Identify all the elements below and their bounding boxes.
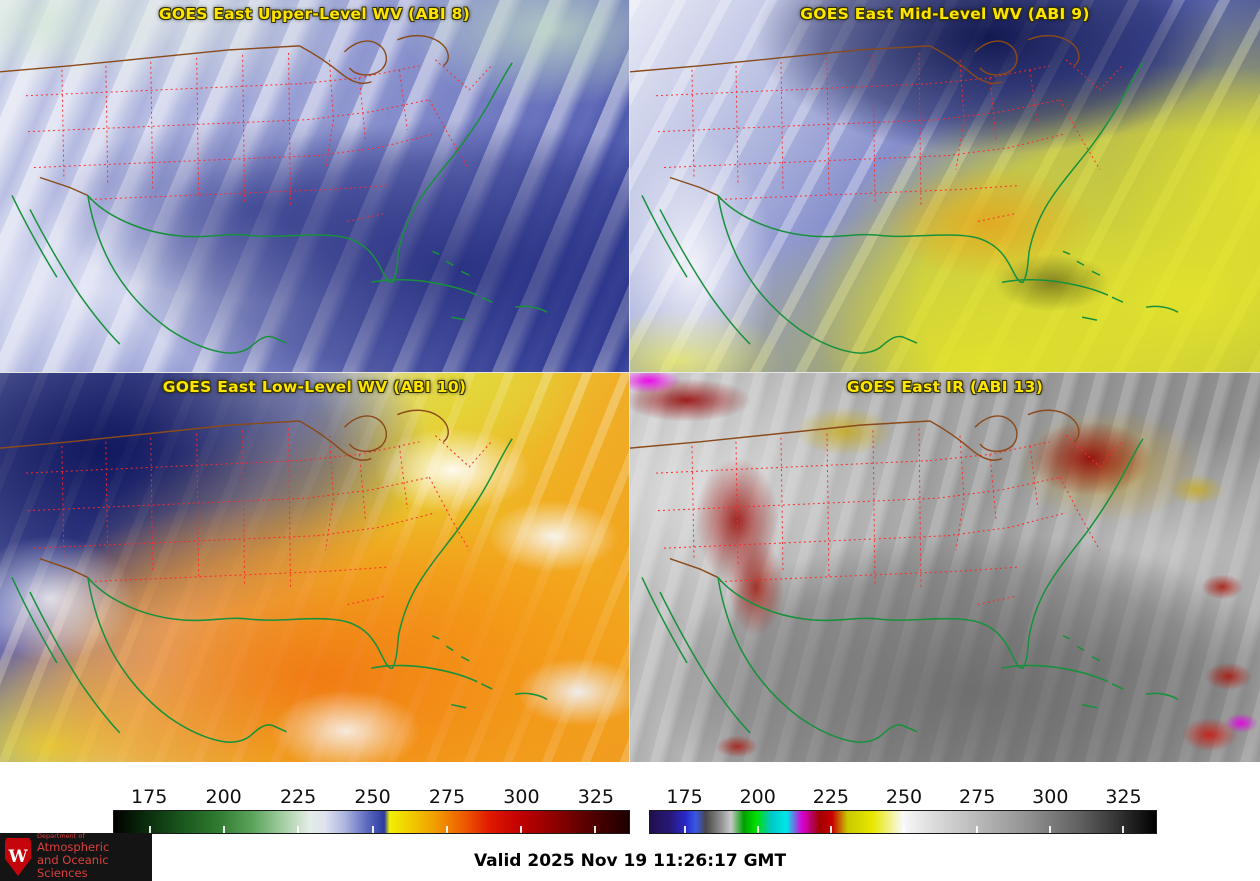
colorbar-tick-mark	[594, 826, 596, 833]
colorbar-tick-mark	[149, 826, 152, 833]
colorbar-tick-label: 275	[959, 786, 996, 808]
colorbar-tick-label: 225	[812, 786, 849, 808]
colorbar-tick-label: 250	[885, 786, 923, 808]
colorbar-tick-label: 250	[354, 786, 391, 808]
colorbar-tick-label: 275	[428, 786, 466, 808]
logo-dept-line: Department of	[37, 832, 85, 841]
panel-mid-level-wv: GOES East Mid-Level WV (ABI 9)	[630, 0, 1260, 372]
colorbar-tick-mark	[1121, 826, 1124, 833]
colorbar-ir-gradient	[649, 810, 1157, 834]
panel-title: GOES East Mid-Level WV (ABI 9)	[800, 5, 1090, 23]
colorbar-tick-label: 200	[205, 786, 242, 808]
colorbar-tick-mark	[757, 826, 760, 833]
colorbar-tick-mark	[519, 826, 522, 833]
uw-aos-logo-text: Department of Atmospheric and Oceanic Sc…	[37, 832, 147, 881]
map-overlay	[630, 34, 1179, 354]
logo-line-1: Atmospheric	[37, 839, 110, 854]
colorbar-tick-label: 300	[503, 786, 540, 808]
colorbar-tick-label: 225	[279, 786, 317, 808]
colorbar-tick-label: 200	[739, 786, 776, 808]
map-overlay	[0, 409, 548, 743]
satellite-panel-grid: GOES East Upper-Level WV (ABI 8) GOES Ea…	[0, 0, 1260, 762]
panel-title: GOES East IR (ABI 13)	[846, 378, 1044, 396]
colorbar-tick-mark	[684, 826, 687, 833]
valid-timestamp: Valid 2025 Nov 19 11:26:17 GMT	[473, 851, 787, 871]
map-overlay	[630, 409, 1179, 743]
colorbar-tick-mark	[975, 826, 978, 833]
colorbar-wv: 175 200 225 250 275 300 325	[113, 784, 630, 834]
colorbar-tick-mark	[371, 826, 374, 833]
logo-line-2: and Oceanic Sciences	[37, 853, 109, 881]
colorbar-tick-label: 175	[131, 786, 168, 808]
colorbar-tick-mark	[830, 826, 833, 833]
panel-ir: GOES East IR (ABI 13)	[630, 373, 1260, 762]
colorbar-ir-tick-labels: 175 200 225 250 275 300 325	[649, 784, 1157, 810]
colorbar-tick-mark	[445, 826, 448, 833]
colorbar-tick-mark	[223, 826, 226, 833]
colorbar-tick-mark	[1048, 826, 1051, 833]
colorbar-tick-label: 175	[666, 786, 703, 808]
panel-title: GOES East Low-Level WV (ABI 10)	[162, 378, 467, 396]
uw-aos-logo: W Department of Atmospheric and Oceanic …	[0, 832, 152, 881]
panel-low-level-wv: GOES East Low-Level WV (ABI 10)	[0, 373, 629, 762]
colorbar-tick-label: 300	[1032, 786, 1069, 808]
panel-title: GOES East Upper-Level WV (ABI 8)	[158, 5, 471, 23]
panel-upper-level-wv: GOES East Upper-Level WV (ABI 8)	[0, 0, 629, 372]
map-overlay	[0, 34, 548, 354]
colorbar-tick-label: 325	[1105, 786, 1142, 808]
colorbar-wv-gradient	[113, 810, 630, 834]
colorbar-ir: 175 200 225 250 275 300 325	[649, 784, 1157, 834]
colorbar-tick-mark	[903, 826, 905, 833]
colorbar-tick-label: 325	[577, 786, 615, 808]
colorbar-wv-tick-labels: 175 200 225 250 275 300 325	[113, 784, 630, 810]
uw-crest-icon: W	[5, 838, 31, 876]
colorbar-tick-mark	[297, 826, 300, 833]
